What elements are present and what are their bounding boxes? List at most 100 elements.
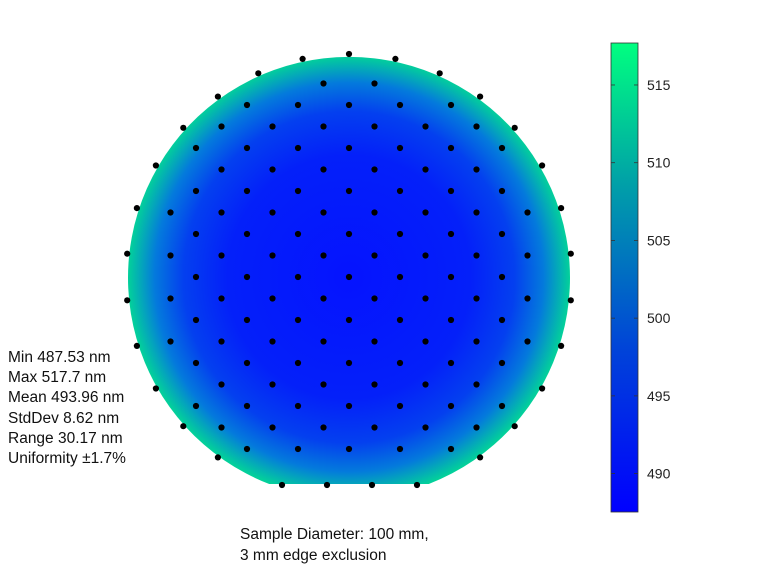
- stat-uniformity: Uniformity ±1.7%: [8, 450, 126, 468]
- measurement-point: [192, 359, 200, 367]
- measurement-point: [422, 209, 429, 216]
- measurement-point: [539, 385, 546, 392]
- measurement-point: [396, 316, 404, 324]
- colorbar-tick-label: 500: [647, 310, 671, 326]
- measurement-point: [477, 93, 484, 100]
- measurement-point: [269, 381, 276, 388]
- measurement-point: [558, 205, 565, 212]
- measurement-point: [167, 252, 174, 259]
- measurement-point: [396, 273, 404, 281]
- measurement-point: [320, 80, 327, 87]
- measurement-point: [447, 359, 455, 367]
- measurement-point: [218, 381, 225, 388]
- measurement-point: [473, 166, 480, 173]
- measurement-point: [511, 124, 518, 131]
- measurement-point: [498, 273, 506, 281]
- measurement-point: [498, 402, 506, 410]
- measurement-point: [243, 144, 251, 152]
- measurement-point: [269, 252, 276, 259]
- measurement-point: [371, 209, 378, 216]
- caption-line-2: 3 mm edge exclusion: [240, 546, 387, 564]
- colorbar-ticks: 490 495 500 505 510 515: [611, 77, 671, 482]
- colorbar-tick-label: 515: [647, 77, 671, 93]
- measurement-point: [214, 93, 221, 100]
- measurement-point: [524, 295, 531, 302]
- measurement-point: [345, 50, 353, 58]
- measurement-point: [447, 101, 455, 109]
- measurement-point: [133, 205, 140, 212]
- measurement-point: [269, 424, 276, 431]
- measurement-point: [167, 338, 174, 345]
- measurement-point: [320, 209, 327, 216]
- measurement-point: [345, 230, 353, 238]
- measurement-point: [396, 187, 404, 195]
- measurement-point: [371, 80, 378, 87]
- caption-line-1: Sample Diameter: 100 mm,: [240, 526, 429, 543]
- measurement-point: [218, 424, 225, 431]
- measurement-point: [192, 402, 200, 410]
- measurement-point: [498, 187, 506, 195]
- measurement-point: [345, 402, 353, 410]
- measurement-point: [320, 381, 327, 388]
- stat-stddev: StdDev 8.62 nm: [8, 409, 120, 427]
- measurement-point: [218, 338, 225, 345]
- measurement-point: [124, 250, 131, 257]
- measurement-point: [294, 402, 302, 410]
- measurement-point: [524, 252, 531, 259]
- measurement-point: [269, 338, 276, 345]
- measurement-point: [294, 144, 302, 152]
- measurement-point: [323, 481, 331, 489]
- measurement-point: [320, 424, 327, 431]
- measurement-points: [124, 50, 574, 489]
- measurement-point: [320, 338, 327, 345]
- stat-range: Range 30.17 nm: [8, 429, 123, 447]
- measurement-point: [396, 101, 404, 109]
- measurement-point: [473, 123, 480, 130]
- measurement-point: [243, 316, 251, 324]
- measurement-point: [498, 316, 506, 324]
- measurement-point: [447, 273, 455, 281]
- measurement-point: [396, 144, 404, 152]
- colorbar-tick-label: 490: [647, 466, 671, 482]
- measurement-point: [422, 295, 429, 302]
- measurement-point: [447, 402, 455, 410]
- measurement-point: [152, 385, 159, 392]
- measurement-point: [345, 101, 353, 109]
- measurement-point: [473, 252, 480, 259]
- measurement-point: [447, 230, 455, 238]
- measurement-point: [180, 423, 187, 430]
- measurement-point: [345, 359, 353, 367]
- measurement-point: [396, 230, 404, 238]
- measurement-point: [294, 230, 302, 238]
- measurement-point: [371, 381, 378, 388]
- measurement-point: [192, 230, 200, 238]
- measurement-point: [294, 316, 302, 324]
- measurement-point: [567, 297, 574, 304]
- measurement-point: [539, 162, 546, 169]
- measurement-point: [371, 424, 378, 431]
- measurement-point: [524, 209, 531, 216]
- measurement-point: [152, 162, 159, 169]
- measurement-point: [473, 295, 480, 302]
- measurement-point: [345, 445, 353, 453]
- colorbar: [610, 42, 639, 513]
- stat-mean: Mean 493.96 nm: [8, 389, 125, 407]
- measurement-point: [422, 252, 429, 259]
- measurement-point: [243, 359, 251, 367]
- measurement-point: [269, 123, 276, 130]
- statistics-panel: Min 487.53 nm Max 517.7 nm Mean 493.96 n…: [8, 348, 126, 469]
- measurement-point: [243, 230, 251, 238]
- stat-max: Max 517.7 nm: [8, 369, 107, 387]
- measurement-point: [133, 342, 140, 349]
- measurement-point: [524, 338, 531, 345]
- measurement-point: [320, 166, 327, 173]
- measurement-point: [294, 187, 302, 195]
- measurement-point: [218, 166, 225, 173]
- measurement-point: [511, 423, 518, 430]
- measurement-point: [477, 454, 484, 461]
- measurement-point: [269, 295, 276, 302]
- measurement-point: [447, 187, 455, 195]
- measurement-point: [218, 295, 225, 302]
- measurement-point: [167, 295, 174, 302]
